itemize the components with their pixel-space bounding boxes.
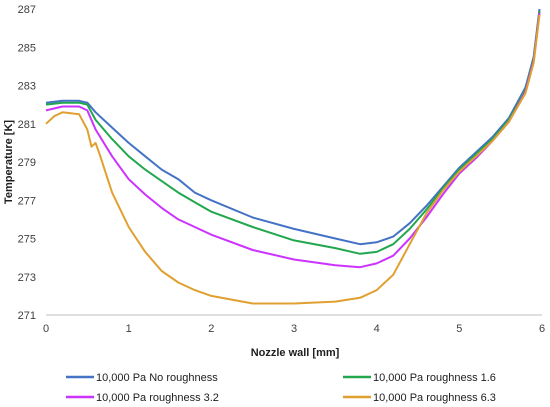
y-tick-label: 277: [18, 195, 36, 207]
y-tick-label: 285: [18, 42, 36, 54]
y-axis-title: Temperature [K]: [3, 120, 15, 204]
y-tick-label: 279: [18, 157, 36, 169]
series-line-4: [45, 14, 541, 305]
legend-label: 10,000 Pa roughness 6.3: [373, 392, 496, 404]
x-axis-title: Nozzle wall [mm]: [251, 347, 340, 359]
x-tick-label: 3: [291, 323, 297, 335]
y-axis-ticks: 271 273 275 277 279 281 283 285 287: [18, 4, 36, 322]
legend-label: 10,000 Pa roughness 3.2: [96, 392, 219, 404]
series-lines: [45, 8, 541, 305]
x-tick-label: 0: [43, 323, 49, 335]
series-line-2: [45, 10, 541, 255]
y-tick-label: 283: [18, 81, 36, 93]
x-tick-label: 5: [456, 323, 462, 335]
series-line-1: [45, 8, 541, 246]
y-tick-label: 275: [18, 234, 36, 246]
x-tick-label: 6: [539, 323, 545, 335]
y-tick-label: 273: [18, 272, 36, 284]
y-tick-label: 281: [18, 119, 36, 131]
y-tick-label: 287: [18, 4, 36, 16]
x-tick-label: 1: [126, 323, 132, 335]
legend-label: 10,000 Pa No roughness: [96, 372, 218, 384]
x-tick-label: 4: [374, 323, 380, 335]
x-tick-label: 2: [208, 323, 214, 335]
x-axis-ticks: 0 1 2 3 4 5 6: [43, 323, 545, 335]
y-tick-label: 271: [18, 310, 36, 322]
legend-label: 10,000 Pa roughness 1.6: [373, 372, 496, 384]
legend: 10,000 Pa No roughness 10,000 Pa roughnes…: [66, 372, 496, 404]
